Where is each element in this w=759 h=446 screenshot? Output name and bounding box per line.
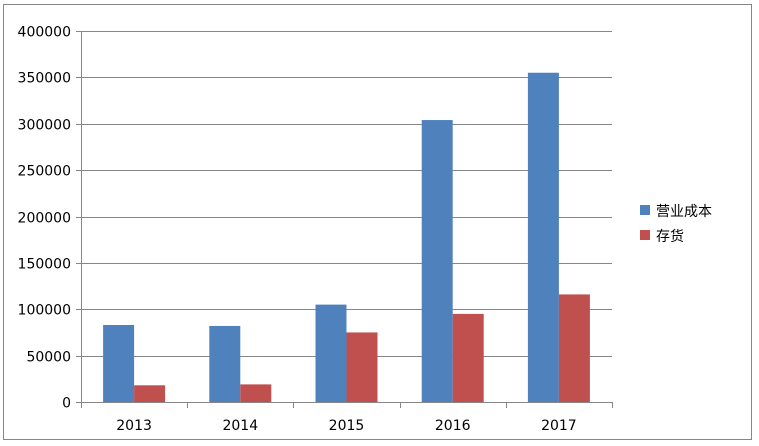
y-tick-label: 50000 bbox=[26, 350, 71, 366]
legend-label: 存货 bbox=[656, 228, 684, 245]
y-tick-label: 400000 bbox=[18, 25, 71, 41]
y-tick-label: 250000 bbox=[18, 164, 71, 180]
x-tick-label: 2013 bbox=[116, 418, 152, 434]
x-tick-label: 2016 bbox=[435, 418, 471, 434]
bars bbox=[103, 72, 590, 403]
x-axis-tick-labels: 2013 2014 2015 2016 2017 bbox=[116, 418, 576, 434]
legend-label: 营业成本 bbox=[656, 204, 712, 220]
legend-swatch bbox=[640, 230, 650, 240]
x-tick-label: 2014 bbox=[222, 418, 258, 434]
y-tick-label: 350000 bbox=[18, 71, 71, 87]
bar-operating-cost-2016 bbox=[421, 120, 453, 402]
axes bbox=[76, 31, 613, 408]
bar-operating-cost-2014 bbox=[209, 325, 241, 402]
y-tick-label: 300000 bbox=[18, 118, 71, 134]
y-tick-label: 100000 bbox=[18, 303, 71, 319]
bar-inventory-2014 bbox=[240, 384, 272, 402]
x-tick-label: 2015 bbox=[329, 418, 365, 434]
y-tick-label: 150000 bbox=[18, 257, 71, 273]
y-axis-tick-labels: 0 50000 100000 150000 200000 250000 300000 3500… bbox=[18, 25, 71, 412]
bar-inventory-2016 bbox=[452, 313, 484, 402]
bar-operating-cost-2015 bbox=[315, 304, 347, 402]
bar-operating-cost-2013 bbox=[103, 325, 135, 402]
bar-inventory-2017 bbox=[558, 294, 590, 402]
gridlines bbox=[81, 31, 612, 357]
bar-operating-cost-2017 bbox=[527, 72, 559, 403]
bar-inventory-2013 bbox=[134, 385, 166, 402]
legend-swatch bbox=[640, 205, 650, 215]
y-tick-label: 0 bbox=[62, 396, 71, 412]
y-tick-label: 200000 bbox=[18, 211, 71, 227]
bar-inventory-2015 bbox=[346, 332, 378, 402]
x-tick-label: 2017 bbox=[541, 418, 577, 434]
